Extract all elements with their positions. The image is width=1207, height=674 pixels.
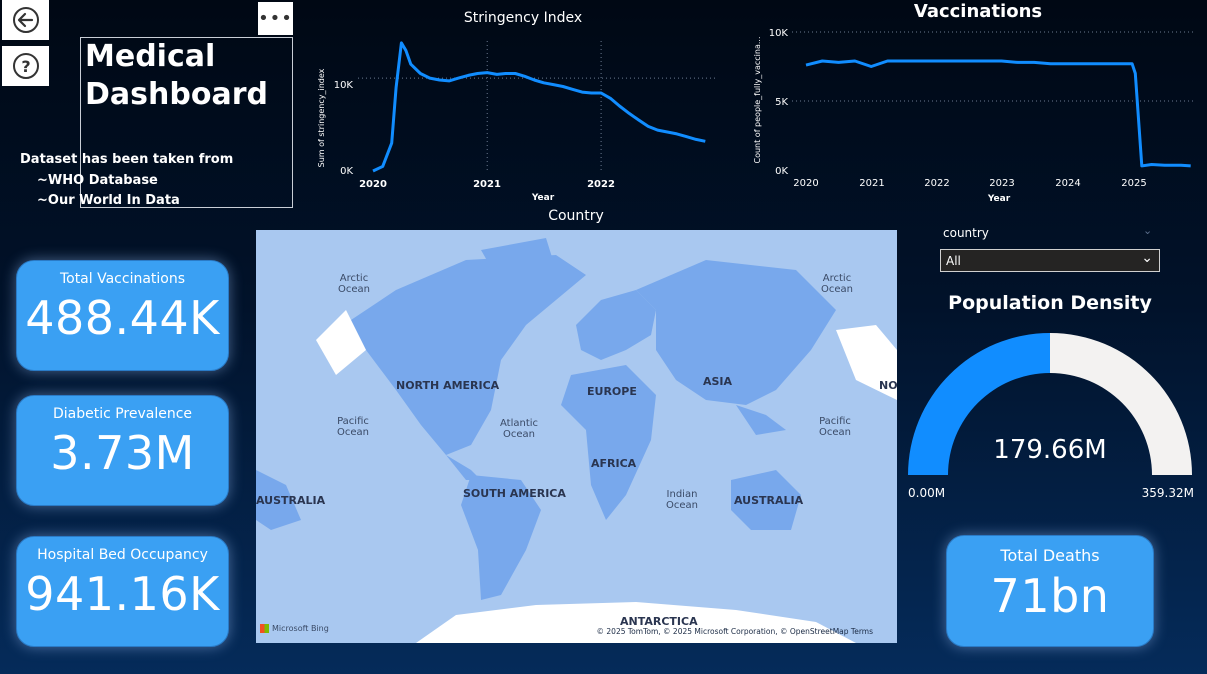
stringency-chart-title: Stringency Index xyxy=(463,10,583,26)
gauge-min-label: 0.00M xyxy=(908,486,945,500)
kpi-label: Total Vaccinations xyxy=(59,271,186,287)
vaccinations-ylabel: Count of people_fully_vaccina... xyxy=(753,37,762,164)
map-label-pacific-ocean-left: Pacific Ocean xyxy=(337,416,369,438)
kpi-value: 3.73M xyxy=(50,426,195,480)
stringency-xtick-2022: 2022 xyxy=(587,179,615,190)
bing-label: Microsoft Bing xyxy=(272,624,329,633)
title-panel xyxy=(80,37,293,208)
gauge-track xyxy=(1050,333,1192,475)
title-line-1: Medical xyxy=(85,39,216,74)
vaccinations-xtick-2021: 2021 xyxy=(859,178,884,189)
stringency-chart[interactable]: Sum of stringency_index 10K 0K 2020 2021… xyxy=(310,28,730,208)
map-label-europe: EUROPE xyxy=(587,385,637,398)
map-label-arctic-ocean-right: Arctic Ocean xyxy=(821,273,853,295)
kpi-label: Diabetic Prevalence xyxy=(52,406,193,422)
country-slicer-label: country xyxy=(943,226,989,240)
vaccinations-gridlines xyxy=(792,31,1194,102)
map-label-south-america: SOUTH AMERICA xyxy=(463,487,566,500)
kpi-total-vaccinations: Total Vaccinations 488.44K xyxy=(16,260,229,371)
map-label-no: NO xyxy=(879,379,897,392)
stringency-xtick-2020: 2020 xyxy=(359,179,387,190)
source-line-2: ~WHO Database xyxy=(37,172,158,188)
kpi-diabetic-prevalence: Diabetic Prevalence 3.73M xyxy=(16,395,229,506)
kpi-value: 941.16K xyxy=(25,567,220,621)
map-label-antarctica: ANTARCTICA xyxy=(620,615,698,628)
population-density-gauge[interactable]: 179.66M 0.00M 359.32M xyxy=(900,325,1200,515)
map-label-australia-left: AUSTRALIA xyxy=(256,494,326,507)
chevron-down-icon: ⌄ xyxy=(1141,250,1153,266)
stringency-series-line xyxy=(372,41,706,173)
map-title: Country xyxy=(548,208,604,224)
stringency-xtick-2021: 2021 xyxy=(473,179,501,190)
gauge-max-label: 359.32M xyxy=(1142,486,1194,500)
map-label-asia: ASIA xyxy=(703,375,733,388)
microsoft-logo-icon xyxy=(260,624,269,633)
page-title: Medical Dashboard xyxy=(85,38,268,114)
bing-logo: Microsoft Bing xyxy=(260,624,329,633)
vaccinations-xtick-2022: 2022 xyxy=(924,178,949,189)
vaccinations-ytick-10k: 10K xyxy=(769,28,789,39)
back-button[interactable] xyxy=(2,0,49,40)
help-button[interactable]: ? xyxy=(2,46,49,86)
stringency-ytick-0k: 0K xyxy=(340,166,353,177)
map-label-north-america: NORTH AMERICA xyxy=(396,379,500,392)
map-label-africa: AFRICA xyxy=(591,457,637,470)
vaccinations-ytick-5k: 5K xyxy=(775,97,788,108)
gauge-fill xyxy=(908,333,1050,475)
source-line-3: ~Our World In Data xyxy=(37,193,180,208)
vaccinations-xtick-2025: 2025 xyxy=(1121,178,1146,189)
stringency-xlabel: Year xyxy=(531,193,555,203)
map-label-pacific-ocean-right: Pacific Ocean xyxy=(819,416,851,438)
more-options-button[interactable]: ••• xyxy=(258,2,293,35)
vaccinations-ytick-0k: 0K xyxy=(775,166,788,177)
kpi-label: Total Deaths xyxy=(1000,546,1100,565)
slicer-collapse-icon[interactable]: ⌄ xyxy=(1143,224,1153,237)
map-label-australia: AUSTRALIA xyxy=(734,494,804,507)
kpi-total-deaths: Total Deaths 71bn xyxy=(946,535,1154,647)
kpi-hospital-bed-occupancy: Hospital Bed Occupancy 941.16K xyxy=(16,536,229,647)
source-line-1: Dataset has been taken from xyxy=(20,152,234,167)
svg-text:?: ? xyxy=(21,57,30,76)
vaccinations-xtick-2023: 2023 xyxy=(989,178,1014,189)
gauge-value: 179.66M xyxy=(993,435,1106,465)
question-icon: ? xyxy=(12,53,39,79)
vaccinations-xtick-2024: 2024 xyxy=(1055,178,1080,189)
vaccinations-chart[interactable]: Count of people_fully_vaccina... 10K 5K … xyxy=(748,20,1203,210)
vaccinations-chart-title: Vaccinations xyxy=(913,1,1043,22)
map-attribution[interactable]: © 2025 TomTom, © 2025 Microsoft Corporat… xyxy=(596,627,873,636)
title-line-2: Dashboard xyxy=(85,77,268,112)
vaccinations-xtick-2020: 2020 xyxy=(793,178,818,189)
gauge-title: Population Density xyxy=(948,292,1152,314)
map-label-atlantic-ocean: Atlantic Ocean xyxy=(500,418,539,440)
kpi-value: 488.44K xyxy=(25,291,220,345)
stringency-ytick-10k: 10K xyxy=(334,80,354,91)
dataset-source: Dataset has been taken from ~WHO Databas… xyxy=(20,150,233,212)
vaccinations-series-line xyxy=(805,59,1191,168)
kpi-value: 71bn xyxy=(990,569,1110,623)
map-label-indian-ocean: Indian Ocean xyxy=(666,489,698,511)
stringency-ylabel: Sum of stringency_index xyxy=(317,68,326,167)
map-label-arctic-ocean-left: Arctic Ocean xyxy=(338,273,370,295)
kpi-label: Hospital Bed Occupancy xyxy=(37,547,208,563)
back-arrow-icon xyxy=(12,7,39,33)
world-map[interactable]: Arctic Ocean Arctic Ocean Pacific Ocean Pac… xyxy=(256,230,897,643)
country-slicer-value: All xyxy=(946,253,961,268)
country-slicer-dropdown[interactable]: All ⌄ xyxy=(940,249,1160,272)
vaccinations-xlabel: Year xyxy=(987,194,1011,204)
world-map-shapes xyxy=(256,238,897,643)
